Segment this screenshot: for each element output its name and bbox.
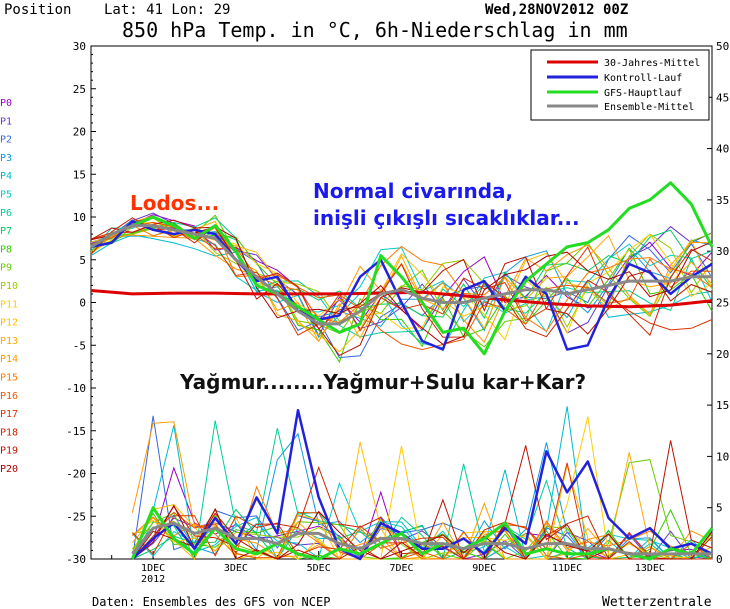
legend-label-gfs: GFS-Hauptlauf (604, 88, 682, 99)
legend: 30-Jahres-Mittel Kontroll-Lauf GFS-Haupt… (530, 49, 710, 121)
x-tick-label: 7DEC (389, 563, 413, 574)
legend-label-mittel30: 30-Jahres-Mittel (604, 58, 700, 69)
left-tick-label: 5 (79, 254, 86, 267)
member-temp-line (90, 217, 713, 338)
member-label: P11 (0, 299, 18, 310)
right-tick-label: 40 (716, 143, 729, 156)
temp-line-ensemble (90, 224, 712, 326)
precip-line-ensemble (131, 521, 712, 556)
left-tick-label: -5 (73, 339, 86, 352)
member-temp-line (90, 219, 713, 357)
member-label: P2 (0, 135, 12, 146)
x-tick-label: 9DEC (472, 563, 496, 574)
footer-source: Daten: Ensembles des GFS von NCEP (92, 595, 330, 609)
footer-brand: Wetterzentrale (602, 595, 712, 609)
left-tick-label: 15 (73, 168, 86, 181)
right-tick-label: 15 (716, 399, 729, 412)
left-tick-label: 0 (79, 297, 86, 310)
member-label: P5 (0, 190, 12, 201)
member-label: P9 (0, 263, 12, 274)
member-label: P12 (0, 318, 18, 329)
member-label: P8 (0, 244, 12, 255)
member-label: P1 (0, 116, 12, 127)
member-label: P18 (0, 427, 18, 438)
legend-label-ensemble: Ensemble-Mittel (604, 102, 694, 113)
member-label: P16 (0, 391, 18, 402)
right-tick-label: 45 (716, 91, 729, 104)
run-date-label: Wed,28NOV2012 00Z (485, 2, 628, 18)
left-tick-label: -15 (66, 425, 86, 438)
temp-line-gfs (90, 181, 714, 356)
member-temp-line (90, 221, 713, 341)
x-tick-label: 5DEC (307, 563, 331, 574)
position-label: Position (4, 2, 71, 18)
member-labels: P0 P1 P2 P3 P4 P5 P6 P7 P8 P9 P10 P11 P12 P13 P14 P15 P1… (0, 98, 18, 475)
right-tick-label: 50 (716, 40, 729, 53)
right-tick-label: 10 (716, 450, 729, 463)
member-label: P20 (0, 464, 18, 475)
x-tick-year: 2012 (141, 574, 165, 585)
chart-title: 850 hPa Temp. in °C, 6h-Niederschlag in … (122, 18, 628, 42)
left-tick-label: 30 (73, 40, 86, 53)
x-tick-label: 1DEC (141, 563, 165, 574)
left-tick-label: -10 (66, 382, 86, 395)
right-tick-label: 30 (716, 245, 729, 258)
right-tick-label: 25 (716, 297, 729, 310)
member-label: P13 (0, 336, 18, 347)
member-temp-line (90, 217, 713, 338)
left-tick-label: 20 (73, 126, 86, 139)
temp-line-mittel30 (90, 289, 713, 309)
x-tick-label: 13DEC (635, 563, 665, 574)
right-tick-label: 20 (716, 348, 729, 361)
member-precip-line (132, 508, 713, 560)
left-tick-label: -25 (66, 510, 86, 523)
member-label: P3 (0, 153, 12, 164)
x-tick-label: 11DEC (552, 563, 582, 574)
annotation-normal-line1: Normal civarında, (313, 179, 513, 203)
left-tick-label: -20 (66, 468, 86, 481)
left-tick-label: -30 (66, 553, 86, 566)
member-label: P15 (0, 373, 18, 384)
legend-label-kontroll: Kontroll-Lauf (604, 73, 682, 84)
member-label: P0 (0, 98, 12, 109)
member-label: P14 (0, 354, 18, 365)
annotation-normal-line2: inişli çıkışlı sıcaklıklar... (313, 206, 580, 230)
right-tick-label: 5 (716, 502, 723, 515)
right-tick-label: 0 (716, 553, 723, 566)
temp-line-kontroll (90, 220, 713, 351)
member-label: P4 (0, 171, 12, 182)
left-tick-label: 10 (73, 211, 86, 224)
lat-lon-label: Lat: 41 Lon: 29 (104, 2, 230, 18)
annotation-lodos: Lodos... (130, 191, 219, 215)
member-temp-line (90, 234, 713, 349)
member-precip-line (132, 485, 713, 560)
member-label: P19 (0, 446, 18, 457)
annotation-yagmur: Yağmur........Yağmur+Sulu kar+Kar? (179, 370, 586, 394)
main-series (90, 181, 714, 561)
member-label: P7 (0, 226, 12, 237)
member-label: P17 (0, 409, 18, 420)
member-label: P10 (0, 281, 18, 292)
left-axis: 30 25 20 15 10 5 0 -5 -10 -15 -20 -25 -30 (66, 40, 96, 566)
left-tick-label: 25 (73, 83, 86, 96)
x-tick-label: 3DEC (224, 563, 248, 574)
member-label: P6 (0, 208, 12, 219)
right-tick-label: 35 (716, 194, 729, 207)
